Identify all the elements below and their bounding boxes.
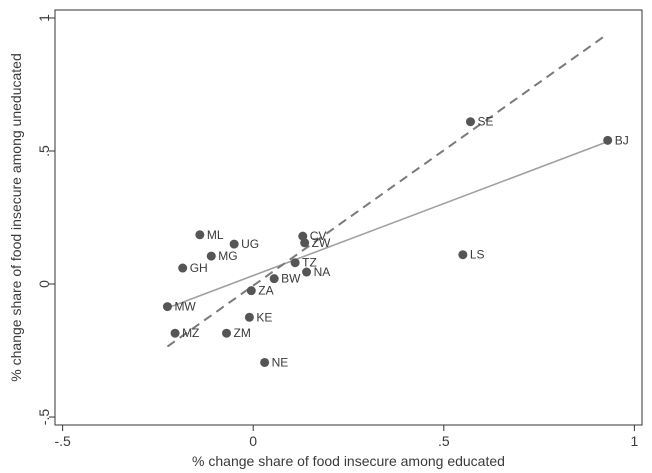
data-point [246,286,256,296]
y-axis-title: % change share of food insecure among un… [8,53,24,381]
data-point [458,250,468,260]
point-label: MZ [182,326,199,340]
data-point [300,238,310,248]
dashed-line [166,34,607,348]
point-label: MG [218,249,237,263]
plot-frame [54,9,643,426]
data-point [465,117,475,127]
x-tick-label: .5 [438,433,450,449]
data-point [162,302,172,312]
point-label: LS [470,248,485,262]
point-label: NA [314,265,331,279]
point-label: ZW [312,236,331,250]
x-axis-title: % change share of food insecure among ed… [192,453,505,469]
y-tick-label: .5 [36,145,52,157]
axis-ticks: -.5 0 .5 1 -.5 0 .5 1 [36,14,638,449]
data-point [222,328,232,338]
x-tick-label: 1 [630,433,638,449]
point-label: SE [477,115,493,129]
data-point [170,328,180,338]
point-label: CV [310,229,327,243]
y-tick-label: -.5 [36,409,52,426]
point-label: BW [281,272,301,286]
point-label: ML [207,228,224,242]
x-tick-label: 0 [249,433,257,449]
point-label: GH [190,261,208,275]
data-point [229,239,239,249]
point-label: UG [241,237,259,251]
data-point [603,135,613,145]
point-label: ZA [258,284,273,298]
point-label: TZ [302,256,317,270]
x-tick-label: -.5 [54,433,71,449]
data-point [195,230,205,240]
point-label: NE [272,355,289,369]
point-label: KE [256,310,272,324]
point-label: BJ [615,133,629,147]
data-point [206,251,216,261]
y-tick-label: 1 [36,14,52,22]
data-point [178,263,188,273]
data-point [244,312,254,322]
data-point [260,357,270,367]
fit-lines [166,34,608,348]
fitted-line [167,140,608,309]
data-point [302,267,312,277]
data-point [290,258,300,268]
data-point [269,274,279,284]
y-tick-label: 0 [36,280,52,288]
point-label: ZM [234,326,251,340]
point-label: MW [174,300,196,314]
